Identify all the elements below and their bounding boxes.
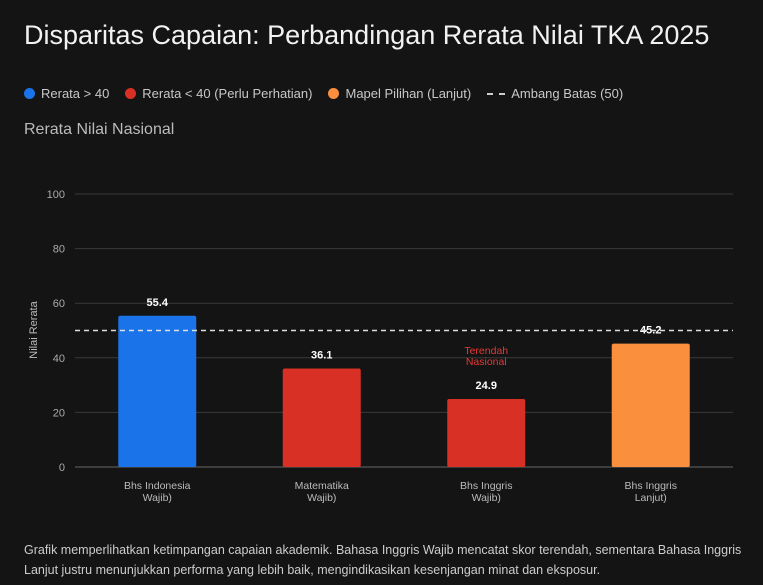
- legend-item-above-40: Rerata > 40: [24, 86, 109, 101]
- data-label: 45.2: [640, 325, 661, 337]
- y-tick-label: 0: [59, 462, 65, 474]
- blue-dot-icon: [24, 88, 35, 99]
- y-tick-label: 80: [53, 244, 65, 256]
- legend-item-below-40: Rerata < 40 (Perlu Perhatian): [125, 86, 312, 101]
- bar: [118, 315, 197, 467]
- legend-label: Rerata < 40 (Perlu Perhatian): [142, 86, 313, 101]
- data-label: 24.9: [476, 380, 497, 392]
- legend-label: Mapel Pilihan (Lanjut): [345, 86, 472, 101]
- caption: Grafik memperlihatkan ketimpangan capaia…: [24, 543, 742, 577]
- x-tick-label: Bhs Indonesia: [124, 480, 191, 492]
- bar: [447, 399, 526, 467]
- chart-subtitle: Rerata Nilai Nasional: [24, 121, 175, 138]
- legend-item-threshold: Ambang Batas (50): [487, 86, 623, 101]
- y-tick-label: 100: [47, 189, 65, 201]
- dashed-line-icon: [487, 92, 506, 95]
- x-tick-label: Matematika: [295, 480, 349, 492]
- chart-title: Disparitas Capaian: Perbandingan Rerata …: [24, 20, 710, 50]
- orange-dot-icon: [328, 88, 340, 99]
- annotation: Nasional: [466, 356, 507, 368]
- x-tick-label: Wajib): [472, 492, 501, 504]
- legend-item-elective: Mapel Pilihan (Lanjut): [328, 86, 471, 101]
- y-tick-label: 40: [53, 353, 65, 365]
- legend-label: Rerata > 40: [41, 86, 110, 101]
- legend-label: Ambang Batas (50): [511, 86, 624, 101]
- legend: Rerata > 40 Rerata < 40 (Perlu Perhatian…: [24, 86, 623, 101]
- x-tick-label: Lanjut): [635, 492, 667, 504]
- data-label: 36.1: [311, 349, 332, 361]
- y-tick-label: 60: [53, 298, 65, 310]
- x-tick-label: Bhs Inggris: [624, 480, 677, 492]
- y-tick-label: 20: [53, 407, 65, 419]
- bar-chart: 0 20 40 60 80 100 Nilai Rerata 55.4 Bhs Indonesi…: [28, 189, 733, 504]
- bar: [282, 368, 361, 467]
- bar: [611, 343, 690, 467]
- y-axis-label: Nilai Rerata: [28, 300, 40, 358]
- x-tick-label: Bhs Inggris: [460, 480, 513, 492]
- annotation: Terendah: [464, 345, 508, 357]
- x-tick-label: Wajib): [143, 492, 172, 504]
- red-dot-icon: [125, 88, 137, 99]
- x-tick-label: Wajib): [307, 492, 336, 504]
- data-label: 55.4: [147, 297, 169, 309]
